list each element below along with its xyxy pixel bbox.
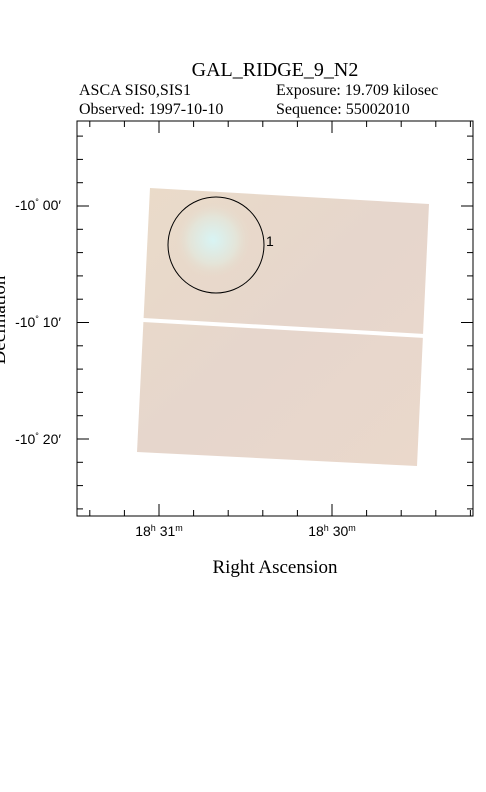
image-gap (143, 318, 425, 338)
exposure: Exposure: 19.709 kilosec (276, 82, 438, 99)
frame (76, 120, 474, 517)
y-axis-label: Declination (0, 275, 10, 364)
observed: Observed: 1997-10-10 (79, 101, 223, 118)
source-region (167, 196, 265, 294)
instrument: ASCA SIS0,SIS1 (79, 82, 191, 99)
y-tick-label: -10° 20′ (15, 431, 61, 447)
y-tick-label: -10° 10′ (15, 314, 61, 330)
x-tick-label: 18h 30m (308, 523, 356, 539)
x-axis-label: Right Ascension (212, 557, 338, 578)
source-glow (173, 200, 253, 280)
y-tick-label: -10° 00′ (15, 197, 61, 213)
ticks (77, 121, 473, 516)
x-tick-label: 18h 31m (135, 523, 183, 539)
source-label: 1 (266, 233, 274, 249)
title: GAL_RIDGE_9_N2 (192, 59, 359, 81)
sequence: Sequence: 55002010 (276, 101, 410, 118)
